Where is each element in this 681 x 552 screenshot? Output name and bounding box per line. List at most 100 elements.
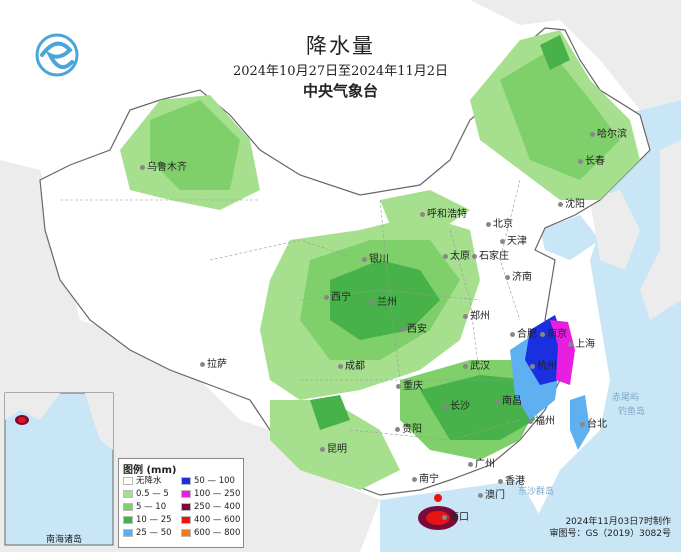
city-name: 南宁: [419, 474, 439, 485]
city-dot-icon: [568, 341, 573, 347]
city-label: 西安: [400, 320, 427, 335]
city-name: 广州: [475, 459, 495, 470]
city-label: 南宁: [412, 470, 439, 485]
city-dot-icon: [400, 326, 405, 332]
legend-swatch: [123, 515, 133, 524]
city-name: 太原: [450, 251, 470, 262]
city-label: 拉萨: [200, 355, 227, 370]
legend-swatch: [123, 489, 133, 498]
south-china-sea-inset: [4, 392, 114, 546]
city-label: 长春: [578, 152, 605, 167]
city-label: 广州: [468, 455, 495, 470]
city-dot-icon: [338, 363, 343, 369]
city-label: 杭州: [530, 357, 557, 372]
city-label: 上海: [568, 335, 595, 350]
city-name: 重庆: [403, 381, 423, 392]
map-title: 降水量: [306, 34, 375, 58]
legend-swatch: [123, 502, 133, 511]
city-name: 银川: [369, 254, 389, 265]
city-label: 贵阳: [395, 420, 422, 435]
city-name: 哈尔滨: [597, 129, 627, 140]
legend-swatch: [181, 515, 191, 524]
city-name: 昆明: [327, 444, 347, 455]
legend-swatch: [181, 476, 191, 485]
cma-logo-icon: [35, 33, 79, 77]
city-dot-icon: [510, 331, 515, 337]
city-label: 南京: [540, 325, 567, 340]
legend: 图例 (mm) 无降水 0.5 — 5 5 — 10 10 — 25 25 — 50 50…: [118, 458, 244, 548]
rain-10-25: [310, 35, 570, 440]
city-dot-icon: [486, 221, 491, 227]
city-label: 济南: [505, 268, 532, 283]
city-label: 澳门: [478, 486, 505, 501]
city-name: 台北: [587, 419, 607, 430]
date-range: 2024年10月27日至2024年11月2日: [232, 64, 449, 79]
city-label: 太原: [443, 247, 470, 262]
city-name: 沈阳: [565, 199, 585, 210]
sea-bohai: [540, 215, 600, 260]
city-label: 乌鲁木齐: [140, 158, 187, 173]
city-name: 武汉: [470, 361, 490, 372]
city-dot-icon: [463, 313, 468, 319]
land-korea: [590, 190, 640, 270]
sea-east: [520, 100, 681, 552]
city-name: 澳门: [485, 490, 505, 501]
city-label: 呼和浩特: [420, 205, 467, 220]
legend-item: 10 — 25: [123, 515, 172, 526]
legend-item: 400 — 600: [181, 515, 240, 526]
inset-label: 南海诸岛: [46, 535, 83, 545]
city-dot-icon: [443, 403, 448, 409]
land-southeast-asia: [240, 420, 380, 552]
city-dot-icon: [442, 514, 447, 520]
rain-100-250: [550, 320, 575, 385]
sea-label: 赤尾屿: [612, 393, 640, 403]
legend-swatch: [123, 528, 133, 537]
city-name: 兰州: [377, 297, 397, 308]
city-label: 郑州: [463, 307, 490, 322]
city-name: 海口: [449, 512, 469, 523]
legend-label: 25 — 50: [136, 528, 172, 538]
legend-label: 250 — 400: [194, 502, 241, 512]
legend-item: 50 — 100: [181, 476, 235, 487]
legend-label: 100 — 250: [194, 489, 241, 499]
city-dot-icon: [140, 164, 145, 170]
city-dot-icon: [528, 418, 533, 424]
city-name: 济南: [512, 272, 532, 283]
legend-label: 10 — 25: [136, 515, 172, 525]
legend-swatch: [181, 502, 191, 511]
city-dot-icon: [580, 421, 585, 427]
city-dot-icon: [495, 398, 500, 404]
sea-label: 钓鱼岛: [618, 407, 646, 417]
legend-label: 50 — 100: [194, 476, 235, 486]
city-dot-icon: [324, 294, 329, 300]
city-name: 郑州: [470, 311, 490, 322]
footer: 2024年11月03日7时制作 审图号：GS（2019）3082号: [550, 516, 672, 540]
city-dot-icon: [468, 461, 473, 467]
city-label: 石家庄: [472, 247, 509, 262]
city-dot-icon: [540, 331, 545, 337]
legend-label: 无降水: [136, 476, 162, 486]
city-label: 哈尔滨: [590, 125, 627, 140]
city-name: 天津: [507, 236, 527, 247]
city-name: 呼和浩特: [427, 209, 467, 220]
land-russia: [470, 0, 681, 110]
legend-item: 0.5 — 5: [123, 489, 169, 500]
legend-item: 100 — 250: [181, 489, 240, 500]
city-label: 昆明: [320, 440, 347, 455]
legend-swatch: [181, 489, 191, 498]
legend-title: 图例 (mm): [123, 465, 177, 476]
city-dot-icon: [200, 361, 205, 367]
city-name: 南京: [547, 329, 567, 340]
city-label: 兰州: [370, 293, 397, 308]
city-label: 西宁: [324, 288, 351, 303]
city-name: 香港: [505, 476, 525, 487]
city-dot-icon: [395, 426, 400, 432]
legend-item: 250 — 400: [181, 502, 240, 513]
city-label: 香港: [498, 472, 525, 487]
city-name: 合肥: [517, 329, 537, 340]
city-name: 石家庄: [479, 251, 509, 262]
city-dot-icon: [478, 492, 483, 498]
city-name: 福州: [535, 416, 555, 427]
city-label: 福州: [528, 412, 555, 427]
city-dot-icon: [472, 253, 477, 259]
